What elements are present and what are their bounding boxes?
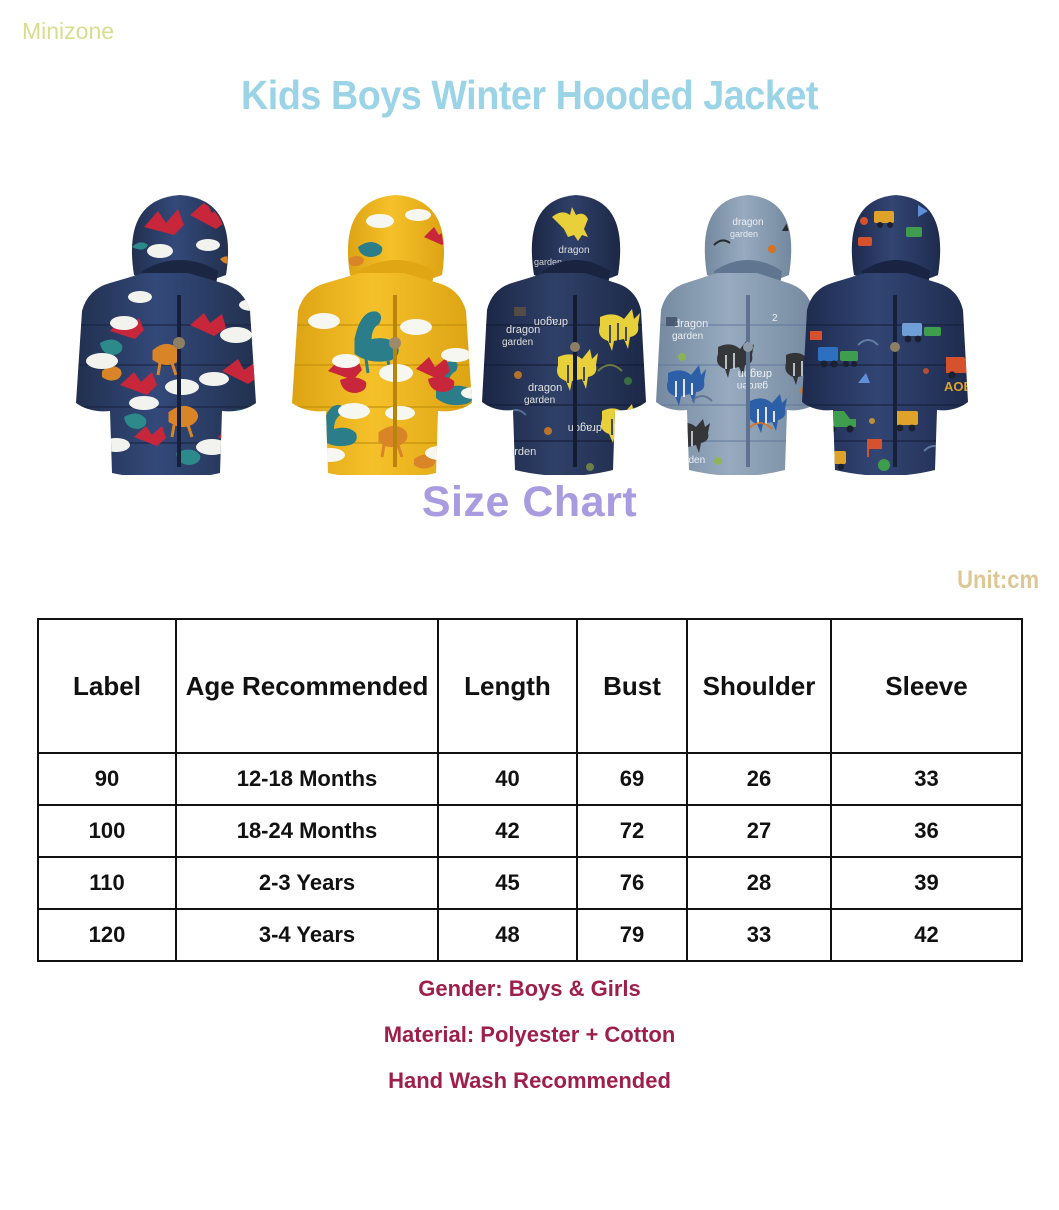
column-header-age: Age Recommended: [175, 618, 439, 754]
cell-age: 3-4 Years: [175, 908, 439, 962]
table-row: 100 18-24 Months 42 72 27 36: [37, 804, 1023, 858]
cell-age: 18-24 Months: [175, 804, 439, 858]
table-row: 120 3-4 Years 48 79 33 42: [37, 908, 1023, 962]
unit-label: Unit:cm: [957, 566, 1039, 594]
svg-text:AOE: AOE: [944, 379, 973, 394]
note-material: Material: Polyester + Cotton: [383, 1022, 676, 1047]
cell-age: 2-3 Years: [175, 856, 439, 910]
product-photo-light-blue-zebra-jacket: dragon garden: [652, 175, 844, 475]
table-header-row: Label Age Recommended Length Bust Should…: [37, 618, 1023, 754]
cell-label: 120: [37, 908, 177, 962]
product-detail-notes: Gender: Boys & Girls Material: Polyester…: [0, 978, 1059, 1116]
cell-shoulder: 27: [686, 804, 832, 858]
svg-text:dragon: dragon: [738, 368, 772, 380]
note-gender: Gender: Boys & Girls: [418, 976, 641, 1001]
cell-bust: 76: [576, 856, 688, 910]
note-care: Hand Wash Recommended: [388, 1068, 671, 1093]
cell-length: 40: [437, 752, 578, 806]
svg-text:garden: garden: [730, 229, 758, 239]
product-photo-navy-dinosaur-jacket: [72, 175, 287, 475]
column-header-sleeve: Sleeve: [830, 618, 1023, 754]
cell-label: 110: [37, 856, 177, 910]
cell-shoulder: 28: [686, 856, 832, 910]
svg-text:garden: garden: [737, 380, 768, 391]
size-chart-table: Label Age Recommended Length Bust Should…: [37, 618, 1023, 962]
cell-sleeve: 42: [830, 908, 1023, 962]
svg-text:garden: garden: [502, 446, 536, 458]
cell-bust: 79: [576, 908, 688, 962]
cell-sleeve: 39: [830, 856, 1023, 910]
table-row: 110 2-3 Years 45 76 28 39: [37, 856, 1023, 910]
cell-shoulder: 26: [686, 752, 832, 806]
cell-length: 45: [437, 856, 578, 910]
column-header-bust: Bust: [576, 618, 688, 754]
product-photo-navy-vehicle-jacket: AOE: [798, 175, 996, 475]
cell-sleeve: 36: [830, 804, 1023, 858]
cell-label: 100: [37, 804, 177, 858]
product-photo-yellow-dinosaur-jacket: [288, 175, 503, 475]
column-header-label: Label: [37, 618, 177, 754]
cell-length: 48: [437, 908, 578, 962]
cell-shoulder: 33: [686, 908, 832, 962]
cell-length: 42: [437, 804, 578, 858]
cell-bust: 72: [576, 804, 688, 858]
table-row: 90 12-18 Months 40 69 26 33: [37, 752, 1023, 806]
svg-text:2: 2: [772, 313, 778, 324]
cell-sleeve: 33: [830, 752, 1023, 806]
svg-text:dragon: dragon: [506, 324, 540, 336]
cell-age: 12-18 Months: [175, 752, 439, 806]
svg-text:garden: garden: [534, 257, 562, 267]
svg-text:garden: garden: [674, 455, 705, 466]
cell-bust: 69: [576, 752, 688, 806]
svg-text:dragon: dragon: [558, 245, 589, 256]
column-header-length: Length: [437, 618, 578, 754]
section-title-size-chart: Size Chart: [421, 478, 638, 526]
svg-text:garden: garden: [524, 395, 555, 406]
column-header-shoulder: Shoulder: [686, 618, 832, 754]
svg-text:dragon: dragon: [732, 217, 763, 228]
brand-name: Minizone: [22, 18, 115, 44]
svg-text:dragon: dragon: [568, 422, 602, 434]
svg-text:dragon: dragon: [528, 382, 562, 394]
svg-text:dragon: dragon: [534, 316, 568, 328]
product-photo-dark-navy-zebra-jacket: dragon garden: [478, 175, 673, 475]
svg-text:dragon: dragon: [674, 318, 708, 330]
page-title: Kids Boys Winter Hooded Jacket: [241, 72, 818, 118]
svg-text:garden: garden: [672, 331, 703, 342]
product-image-gallery: dragon garden: [0, 175, 1059, 475]
svg-text:garden: garden: [502, 337, 533, 348]
cell-label: 90: [37, 752, 177, 806]
